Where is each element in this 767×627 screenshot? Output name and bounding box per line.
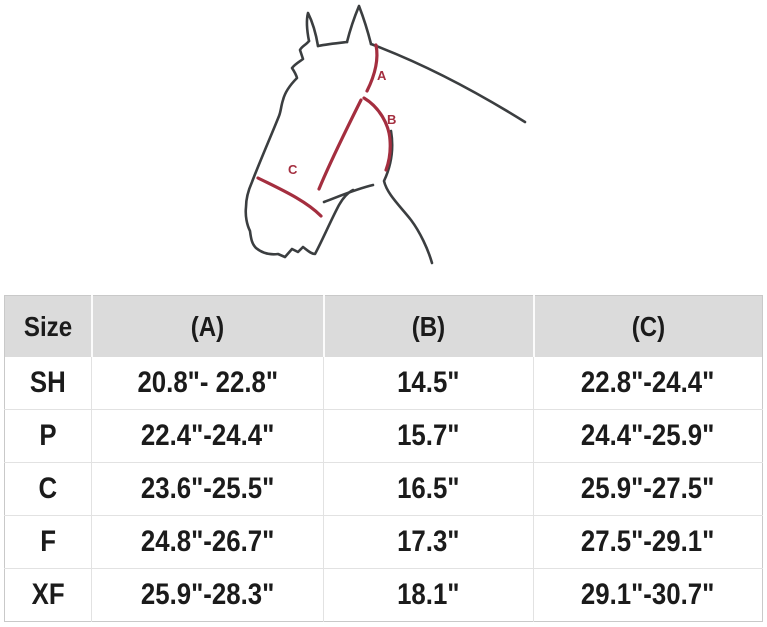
col-header-size: Size (4, 295, 93, 357)
horse-poll (316, 40, 349, 48)
cell-a: 22.4"-24.4" (91, 409, 324, 463)
cell-a: 20.8"- 22.8" (91, 357, 324, 410)
cell-c: 22.8"-24.4" (533, 357, 763, 410)
strap-label-b: B (387, 112, 396, 127)
row-label: F (4, 515, 92, 569)
table-row-sh: SH 20.8"- 22.8" 14.5" 22.8"-24.4" (4, 357, 763, 410)
horse-throat-chest-line (382, 129, 434, 265)
halter-straps (256, 43, 392, 218)
cell-b: 17.3" (323, 515, 534, 569)
halter-strap-c-noseband (256, 176, 323, 218)
cell-b: 18.1" (323, 568, 534, 622)
halter-strap-b-throatlatch (362, 96, 392, 172)
row-label: SH (4, 357, 92, 410)
strap-label-c: C (288, 162, 298, 177)
header-row: Size (A) (B) (C) (4, 295, 763, 357)
horse-face-profile (244, 39, 355, 259)
horse-halter-diagram: A B C (0, 0, 767, 293)
horse-cheek-line (322, 183, 375, 204)
horse-diagram-svg: A B C (244, 4, 527, 265)
horse-far-ear (305, 11, 320, 48)
col-header-c: (C) (533, 295, 763, 357)
halter-strap-a-crownpiece (365, 43, 379, 93)
horse-near-ear (345, 4, 373, 46)
row-label: P (4, 409, 92, 463)
table-row-xf: XF 25.9"-28.3" 18.1" 29.1"-30.7" (4, 568, 763, 622)
row-label: C (4, 462, 92, 516)
col-header-b: (B) (323, 295, 535, 357)
cell-a: 23.6"-25.5" (91, 462, 324, 516)
col-header-a: (A) (91, 295, 325, 357)
strap-label-a: A (377, 68, 387, 83)
cell-b: 14.5" (323, 357, 534, 410)
table-row-c: C 23.6"-25.5" 16.5" 25.9"-27.5" (4, 462, 763, 516)
table-row-p: P 22.4"-24.4" 15.7" 24.4"-25.9" (4, 409, 763, 463)
cell-c: 29.1"-30.7" (533, 568, 763, 622)
cell-b: 16.5" (323, 462, 534, 516)
horse-neck-top-line (369, 42, 527, 124)
cell-c: 24.4"-25.9" (533, 409, 763, 463)
row-label: XF (4, 568, 92, 622)
halter-strap-cheekpiece (317, 98, 363, 191)
cell-b: 15.7" (323, 409, 534, 463)
size-table: Size (A) (B) (C) SH 20.8"- 22.8" 14.5" 2… (4, 295, 763, 622)
cell-a: 25.9"-28.3" (91, 568, 324, 622)
size-table-body: SH 20.8"- 22.8" 14.5" 22.8"-24.4" P 22.4… (4, 357, 763, 622)
cell-c: 25.9"-27.5" (533, 462, 763, 516)
horse-outline (244, 4, 527, 265)
table-row-f: F 24.8"-26.7" 17.3" 27.5"-29.1" (4, 515, 763, 569)
halter-strap-labels: A B C (288, 68, 396, 177)
cell-c: 27.5"-29.1" (533, 515, 763, 569)
cell-a: 24.8"-26.7" (91, 515, 324, 569)
size-table-header: Size (A) (B) (C) (4, 295, 763, 357)
